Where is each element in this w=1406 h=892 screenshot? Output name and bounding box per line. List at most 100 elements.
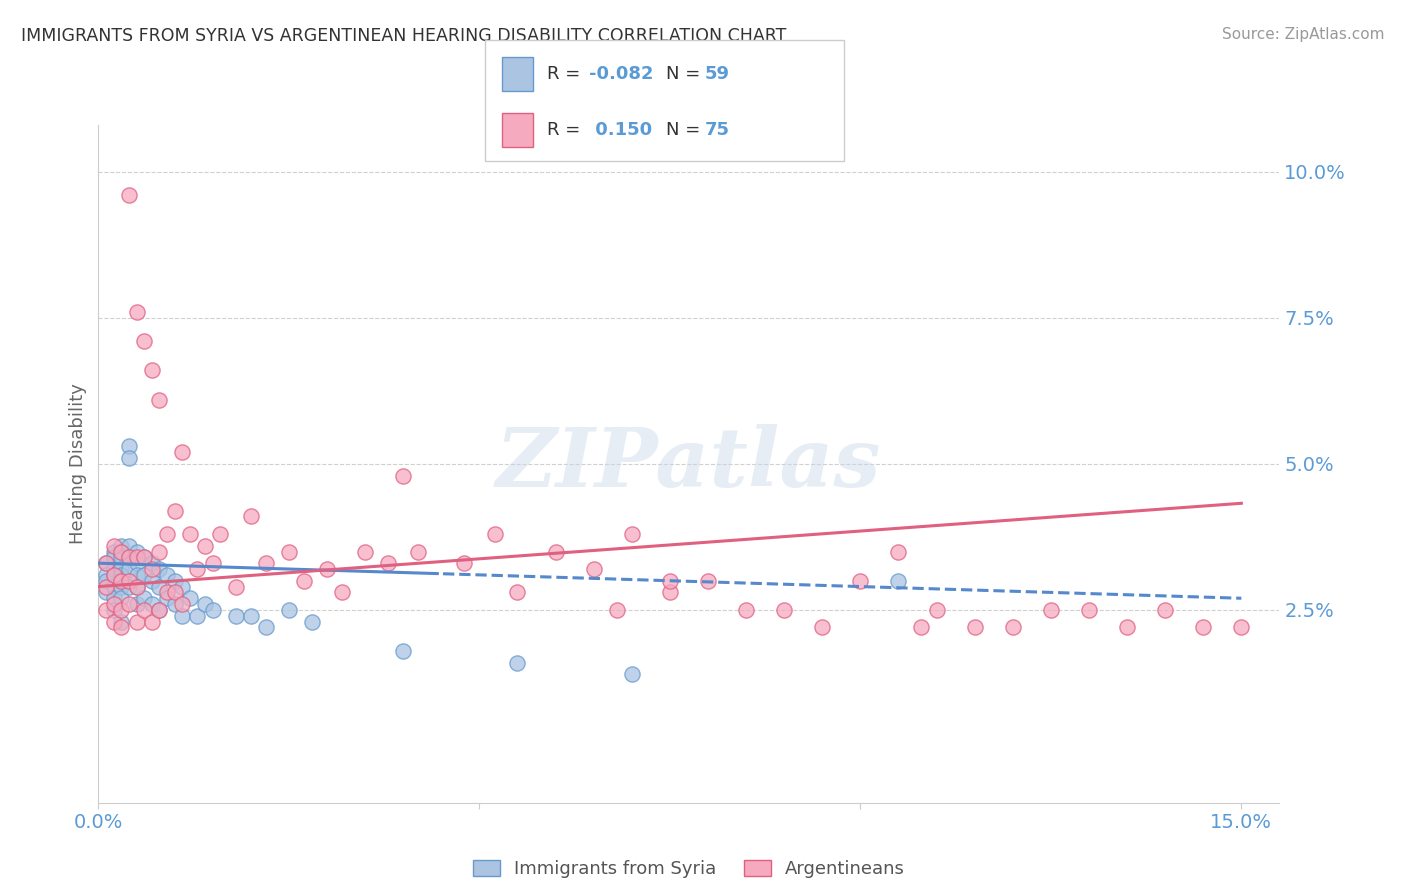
Point [163, 503, 186, 517]
Point [277, 544, 299, 558]
Point [118, 597, 141, 611]
Point [110, 550, 132, 565]
Point [330, 585, 353, 599]
Point [849, 574, 872, 588]
Point [172, 597, 194, 611]
Point [1078, 603, 1101, 617]
Point [125, 580, 148, 594]
Point [582, 562, 605, 576]
Point [239, 608, 262, 623]
Point [110, 574, 132, 588]
Point [225, 608, 247, 623]
Point [110, 580, 132, 594]
Point [887, 574, 910, 588]
Point [620, 667, 643, 681]
Point [254, 620, 277, 634]
Point [103, 567, 125, 582]
Point [94, 556, 117, 570]
Point [1192, 620, 1215, 634]
Point [156, 585, 179, 599]
Legend: Immigrants from Syria, Argentineans: Immigrants from Syria, Argentineans [465, 853, 912, 885]
Point [141, 597, 163, 611]
Point [172, 580, 194, 594]
Text: IMMIGRANTS FROM SYRIA VS ARGENTINEAN HEARING DISABILITY CORRELATION CHART: IMMIGRANTS FROM SYRIA VS ARGENTINEAN HEA… [21, 27, 786, 45]
Point [1230, 620, 1253, 634]
Text: Source: ZipAtlas.com: Source: ZipAtlas.com [1222, 27, 1385, 42]
Point [134, 334, 156, 348]
Point [1154, 603, 1177, 617]
Point [148, 392, 170, 407]
Point [141, 574, 163, 588]
Point [925, 603, 948, 617]
Point [134, 550, 156, 565]
Point [544, 544, 567, 558]
Point [148, 562, 170, 576]
Point [125, 305, 148, 319]
Point [163, 597, 186, 611]
Point [148, 580, 170, 594]
Point [103, 567, 125, 582]
Point [110, 591, 132, 606]
Point [292, 574, 315, 588]
Point [103, 603, 125, 617]
Point [125, 567, 148, 582]
Point [811, 620, 834, 634]
Point [94, 585, 117, 599]
Point [156, 527, 179, 541]
Point [134, 591, 156, 606]
Point [163, 585, 186, 599]
Point [94, 574, 117, 588]
Point [392, 468, 415, 483]
Point [125, 556, 148, 570]
Point [1001, 620, 1024, 634]
Point [148, 603, 170, 617]
Point [118, 450, 141, 465]
Point [118, 580, 141, 594]
Point [103, 597, 125, 611]
Point [118, 550, 141, 565]
Point [453, 556, 475, 570]
Point [94, 580, 117, 594]
Point [201, 603, 224, 617]
Point [148, 603, 170, 617]
Point [110, 562, 132, 576]
Point [887, 544, 910, 558]
Point [225, 580, 247, 594]
Point [186, 562, 208, 576]
Point [141, 363, 163, 377]
Point [103, 591, 125, 606]
Point [156, 591, 179, 606]
Point [94, 567, 117, 582]
Point [110, 539, 132, 553]
Text: 59: 59 [704, 65, 730, 83]
Text: ZIPatlas: ZIPatlas [496, 424, 882, 504]
Point [658, 574, 681, 588]
Point [506, 585, 529, 599]
Point [118, 439, 141, 453]
Point [110, 544, 132, 558]
Point [125, 550, 148, 565]
Text: N =: N = [666, 65, 706, 83]
Point [179, 591, 201, 606]
Point [239, 509, 262, 524]
Text: N =: N = [666, 121, 706, 139]
Point [377, 556, 399, 570]
Text: 75: 75 [704, 121, 730, 139]
Point [201, 556, 224, 570]
Point [620, 527, 643, 541]
Point [697, 574, 720, 588]
Point [277, 603, 299, 617]
Point [94, 556, 117, 570]
Point [125, 615, 148, 629]
Point [118, 188, 141, 202]
Point [94, 603, 117, 617]
Point [141, 615, 163, 629]
Point [156, 567, 179, 582]
Point [186, 608, 208, 623]
Point [134, 603, 156, 617]
Point [1116, 620, 1139, 634]
Point [506, 656, 529, 670]
Point [1039, 603, 1062, 617]
Point [103, 562, 125, 576]
Point [134, 567, 156, 582]
